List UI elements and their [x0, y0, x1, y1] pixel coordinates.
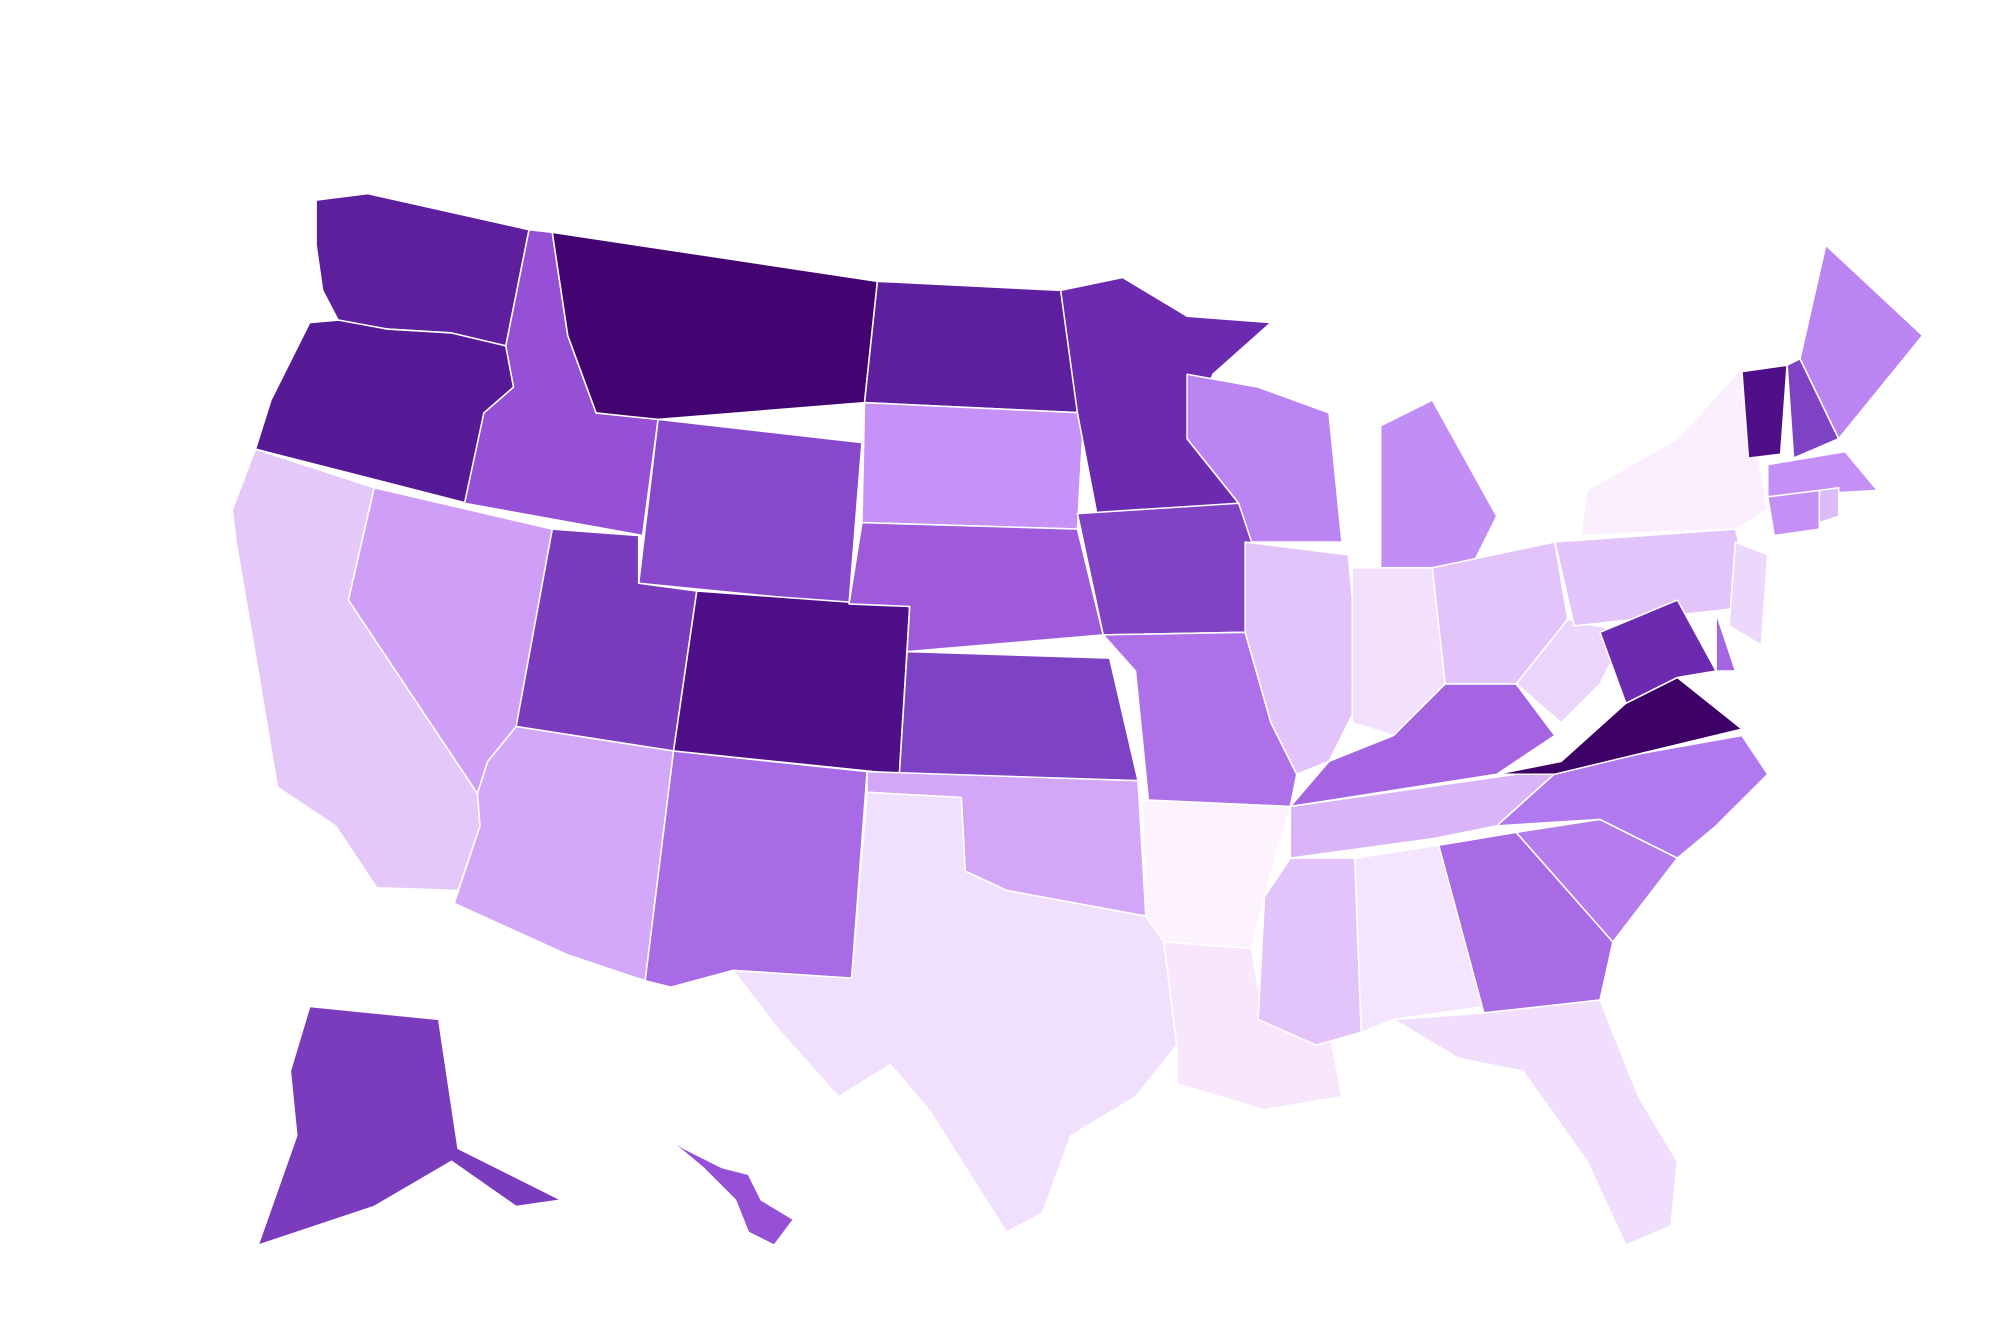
region	[663, 1134, 795, 1246]
region	[1392, 999, 1679, 1246]
region	[1799, 244, 1924, 440]
region	[1599, 599, 1717, 705]
region	[644, 750, 868, 988]
region	[898, 650, 1139, 782]
region	[1257, 857, 1363, 1046]
region	[1186, 373, 1343, 543]
region	[1766, 450, 1879, 498]
region	[1379, 399, 1498, 569]
region	[1163, 941, 1343, 1111]
region	[637, 418, 863, 605]
region	[1244, 541, 1363, 776]
region	[1579, 367, 1769, 537]
region	[1818, 487, 1840, 524]
region	[257, 1005, 563, 1246]
region	[1715, 612, 1737, 672]
region	[863, 280, 1085, 414]
region	[453, 725, 675, 982]
region	[1766, 489, 1821, 537]
region	[1289, 683, 1556, 808]
region	[1728, 541, 1769, 646]
region	[551, 231, 879, 421]
region	[1076, 502, 1272, 636]
region	[1437, 831, 1614, 1014]
region	[672, 590, 911, 776]
region	[861, 401, 1085, 530]
region	[1741, 364, 1788, 459]
region	[732, 791, 1178, 1234]
